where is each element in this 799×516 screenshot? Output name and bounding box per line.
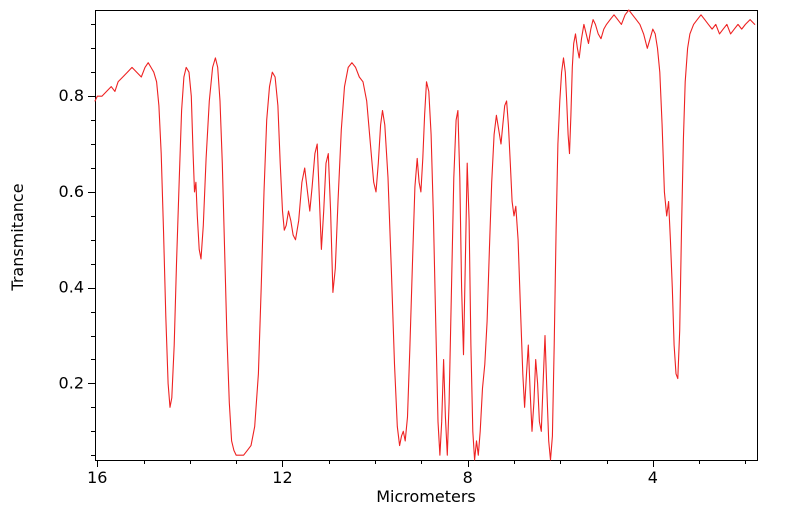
x-tick-label: 8 <box>463 468 473 487</box>
y-tick-label: 0.8 <box>59 86 84 105</box>
y-tick-label: 0.6 <box>59 182 84 201</box>
spectrum-line <box>94 9 756 461</box>
y-tick-label: 0.4 <box>59 278 84 297</box>
x-tick-label: 4 <box>648 468 658 487</box>
y-tick-label: 0.2 <box>59 373 84 392</box>
y-axis-label: Transmitance <box>8 183 27 291</box>
x-axis-label: Micrometers <box>376 487 476 506</box>
x-tick-label: 12 <box>272 468 292 487</box>
x-tick-label: 16 <box>87 468 107 487</box>
plot-frame <box>95 10 758 461</box>
